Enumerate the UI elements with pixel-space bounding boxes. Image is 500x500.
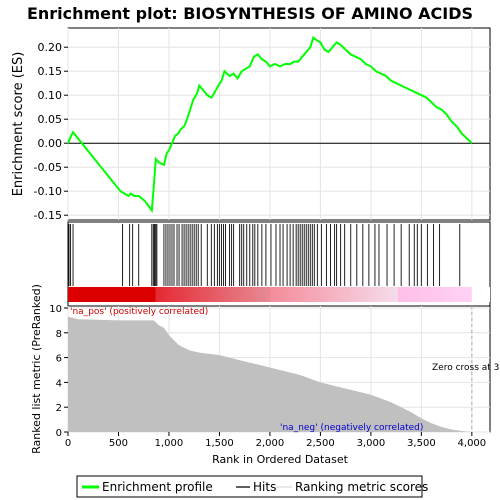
rank-xtick-label: 2,000	[256, 438, 285, 449]
rank-xtick-label: 4,000	[458, 438, 487, 449]
rank-xtick-label: 3,000	[357, 438, 386, 449]
rank-ytick-label: 8	[56, 329, 62, 340]
es-ytick-label: -0.15	[34, 209, 62, 222]
legend-ranking-label: Ranking metric scores	[295, 480, 428, 494]
rank-xtick-label: 1,500	[205, 438, 234, 449]
es-ytick-label: 0.05	[38, 113, 63, 126]
rank-x-label: Rank in Ordered Dataset	[212, 453, 349, 466]
neg-annotation: 'na_neg' (negatively correlated)	[280, 423, 423, 433]
rank-xtick-label: 500	[109, 438, 128, 449]
rank-y-label: Ranked list metric (PreRanked)	[30, 284, 43, 454]
es-ytick-label: 0.20	[38, 41, 63, 54]
heat-blank	[472, 287, 490, 302]
es-ytick-label: -0.10	[34, 185, 62, 198]
es-ytick-label: -0.05	[34, 161, 62, 174]
pos-annotation: 'na_pos' (positively correlated)	[70, 307, 208, 317]
legend-hits-label: Hits	[253, 480, 276, 494]
es-ytick-label: 0.10	[38, 89, 63, 102]
rank-ytick-label: 10	[49, 304, 62, 315]
rank-ytick-label: 0	[56, 428, 62, 439]
rank-xtick-label: 3,500	[407, 438, 436, 449]
rank-ytick-label: 4	[56, 378, 62, 389]
es-ytick-label: 0.15	[38, 65, 63, 78]
es-y-label: Enrichment score (ES)	[11, 52, 26, 197]
rank-xtick-label: 1,000	[155, 438, 184, 449]
rank-ytick-label: 2	[56, 403, 62, 414]
legend-enrichment-label: Enrichment profile	[102, 480, 213, 494]
chart-title: Enrichment plot: BIOSYNTHESIS OF AMINO A…	[27, 4, 473, 23]
rank-xtick-label: 0	[65, 438, 71, 449]
hits-panel	[68, 222, 490, 306]
zero-cross-annotation: Zero cross at 3	[432, 363, 499, 373]
legend: Enrichment profile Hits Ranking metric s…	[77, 476, 428, 497]
rank-ytick-label: 6	[56, 354, 62, 365]
es-panel: -0.15 -0.10 -0.05 0.00 0.05 0.10 0.15 0.20 Enri…	[11, 28, 490, 222]
es-ytick-label: 0.00	[38, 137, 63, 150]
rank-heat-band	[68, 287, 490, 302]
rank-xtick-label: 2,500	[306, 438, 335, 449]
